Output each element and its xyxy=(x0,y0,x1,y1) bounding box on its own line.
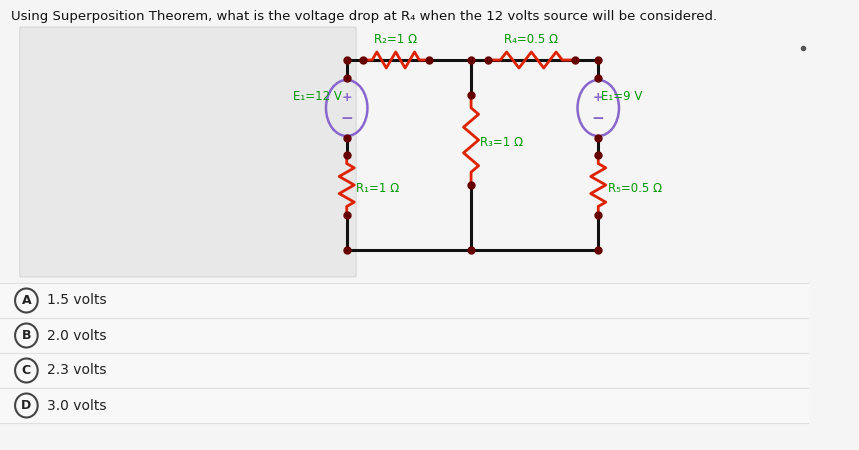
Text: 2.0 volts: 2.0 volts xyxy=(47,328,107,342)
FancyBboxPatch shape xyxy=(0,318,809,353)
Text: C: C xyxy=(21,364,31,377)
Text: R₅=0.5 Ω: R₅=0.5 Ω xyxy=(607,181,661,194)
Text: −: − xyxy=(340,111,353,126)
Text: E₁=9 V: E₁=9 V xyxy=(601,90,643,103)
Text: R₄=0.5 Ω: R₄=0.5 Ω xyxy=(504,33,558,46)
Text: E₁=12 V: E₁=12 V xyxy=(293,90,342,103)
Text: +: + xyxy=(341,91,352,104)
Text: R₃=1 Ω: R₃=1 Ω xyxy=(480,136,524,149)
Text: −: − xyxy=(592,111,605,126)
Text: D: D xyxy=(21,399,32,412)
Text: 1.5 volts: 1.5 volts xyxy=(47,293,107,307)
FancyBboxPatch shape xyxy=(0,283,809,318)
Text: +: + xyxy=(593,91,604,104)
Text: 3.0 volts: 3.0 volts xyxy=(47,399,107,413)
Text: Using Superposition Theorem, what is the voltage drop at R₄ when the 12 volts so: Using Superposition Theorem, what is the… xyxy=(11,10,717,23)
Text: R₁=1 Ω: R₁=1 Ω xyxy=(356,181,399,194)
Text: 2.3 volts: 2.3 volts xyxy=(47,364,107,378)
FancyBboxPatch shape xyxy=(0,353,809,388)
FancyBboxPatch shape xyxy=(20,27,356,277)
FancyBboxPatch shape xyxy=(0,388,809,423)
Text: R₂=1 Ω: R₂=1 Ω xyxy=(375,33,417,46)
Text: A: A xyxy=(21,294,31,307)
Text: B: B xyxy=(21,329,31,342)
